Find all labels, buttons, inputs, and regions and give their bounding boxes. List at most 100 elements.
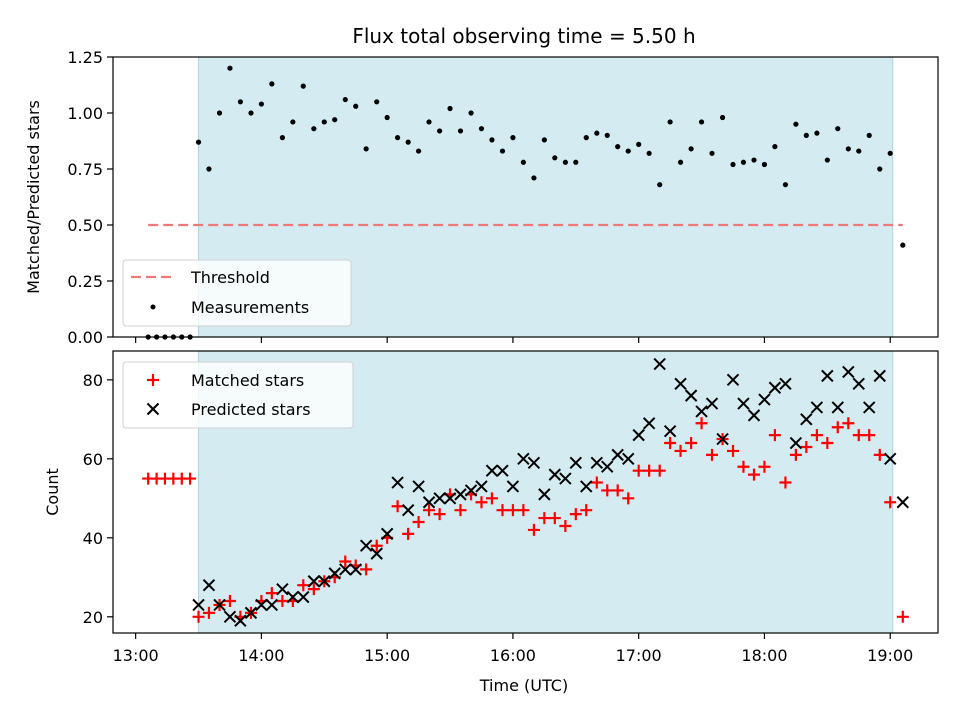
x-tick-label: 13:00 [113,646,159,665]
matched-star-point [643,464,656,477]
predicted-star-point [297,590,310,604]
bottom-y-ticks: 20 40 60 80 [83,371,113,627]
measurements-legend-marker [150,304,156,310]
predicted-star-point [307,575,321,588]
measurement-point [646,150,652,156]
predicted-star-point [401,503,415,517]
top-x-ticks [135,337,891,343]
predicted-star-point [580,480,593,493]
measurement-point [531,175,537,181]
predicted-star-point [548,468,562,481]
matched-star-point [779,476,792,489]
measurement-point [803,132,809,138]
measurement-point [384,114,390,121]
predicted-star-point [359,539,373,552]
matched-star-point [569,508,582,521]
bottom-y-tick-label: 80 [83,371,103,390]
predicted-star-point [831,401,844,414]
matched-star-point [527,523,540,536]
measurement-point [447,105,453,112]
bottom-x-ticks: 13:00 14:00 15:00 16:00 17:00 18:00 19:00 [113,633,913,665]
matched-star-point [863,429,876,442]
measurement-point [740,159,747,165]
predicted-star-point [454,488,467,501]
matched-star-point [685,437,698,450]
predicted-star-point [622,452,635,466]
measurement-point [489,137,495,143]
matched-star-point [496,504,509,517]
predicted-star-point [485,464,499,477]
matched-star-point [307,583,320,596]
top-y-tick-label: 0.00 [67,328,103,347]
measurement-point [604,132,610,138]
measurement-point [824,157,830,163]
matched-star-point [674,444,687,457]
matched-star-point [852,429,865,442]
measurement-point [405,139,411,145]
matched-star-point [423,504,436,517]
matched-star-point [831,421,844,434]
predicted-star-point [789,436,803,450]
measurement-point [541,137,547,143]
legend-label-predicted: Predicted stars [191,400,311,419]
predicted-star-point [884,452,897,466]
measurement-point [573,159,579,165]
top-y-axis-label: Matched/Predicted stars [24,100,43,294]
predicted-star-point [339,563,352,576]
matched-star-point [800,440,813,453]
predicted-star-point [443,492,457,505]
bottom-y-tick-label: 20 [83,608,103,627]
matched-star-point [789,448,802,461]
measurement-point [625,148,631,154]
matched-star-points [142,417,909,623]
predicted-star-point [276,582,289,596]
predicted-star-point [244,606,258,620]
predicted-star-point [506,480,520,493]
matched-star-point [454,504,467,517]
matched-star-point [768,429,781,442]
matched-star-point [632,464,645,477]
measurement-point [677,159,684,165]
matched-star-point [475,496,488,509]
measurement-point [363,146,369,152]
predicted-star-point [590,456,604,469]
measurement-point [279,135,286,141]
measurement-point [583,135,589,141]
measurement-point [321,119,327,125]
predicted-legend-marker [146,402,160,416]
measurement-point [332,117,338,123]
matched-star-point [265,587,278,600]
top-y-tick-label: 1.00 [67,104,103,123]
matched-star-point [370,539,383,552]
predicted-star-point [863,401,876,414]
predicted-star-point [779,377,792,390]
measurement-point [416,148,422,154]
matched-star-point [339,555,352,568]
x-tick-label: 17:00 [616,646,662,665]
measurement-point [552,155,558,161]
predicted-star-point [265,598,279,612]
measurement-point [814,130,820,136]
matched-star-point [622,492,635,505]
matched-star-point [748,468,761,481]
matched-star-point [590,476,603,489]
measurement-point [835,126,841,132]
predicted-star-point [821,369,834,383]
predicted-star-point [852,377,865,390]
measurement-point [499,148,506,154]
predicted-star-point [695,405,708,418]
predicted-star-point [611,448,624,462]
top-y-tick-label: 0.50 [67,216,103,235]
bottom-legend-box [122,361,354,429]
top-y-tick-label: 0.75 [67,160,103,179]
bottom-y-tick-label: 60 [83,450,103,469]
predicted-star-point [842,365,855,379]
chart-title: Flux total observing time = 5.50 h [352,24,695,48]
matched-star-point [360,563,373,576]
matched-star-point [896,610,909,623]
measurement-point [510,135,516,141]
predicted-star-point [223,610,237,624]
measurement-point [877,166,883,172]
legend-label-matched: Matched stars [191,371,304,390]
top-panel: 0.00 0.25 0.50 0.75 1.00 1.25 Matched/Predict… [24,48,939,347]
